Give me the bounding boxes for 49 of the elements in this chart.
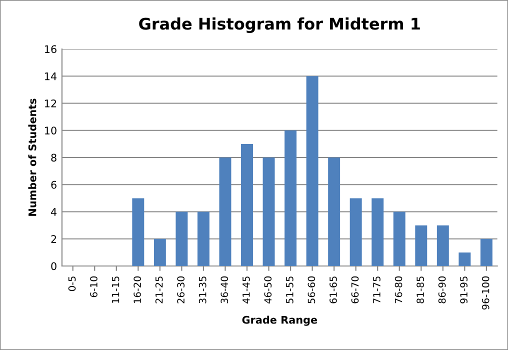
y-tick-label: 8 xyxy=(51,154,56,162)
bar xyxy=(372,198,384,266)
x-tick-label: 66-70 xyxy=(351,276,359,304)
x-tick-label: 6-10 xyxy=(90,276,98,298)
x-tick-label: 16-20 xyxy=(134,276,141,303)
x-tick-label: 91-95 xyxy=(460,276,468,304)
x-tick-label: 26-30 xyxy=(177,276,185,304)
bar xyxy=(436,225,449,266)
y-axis-title: Number of Students xyxy=(28,98,36,216)
bar xyxy=(458,252,471,266)
x-tick-label: 0-5 xyxy=(68,276,76,291)
y-tick-label: 6 xyxy=(51,180,56,189)
bar xyxy=(132,198,144,266)
x-tick-label: 76-80 xyxy=(394,276,402,304)
bar xyxy=(393,212,406,266)
x-tick-label: 46-50 xyxy=(264,276,272,304)
x-tick-label: 86-90 xyxy=(438,276,446,304)
x-tick-label: 61-65 xyxy=(330,276,337,304)
bar xyxy=(328,158,340,266)
x-tick-label: 31-35 xyxy=(198,276,206,304)
x-tick-label: 36-40 xyxy=(220,276,228,304)
bar xyxy=(219,158,232,266)
bar xyxy=(480,238,492,266)
bar xyxy=(415,225,428,266)
y-tick-label: 10 xyxy=(45,126,56,134)
bar xyxy=(197,212,210,266)
y-tick-label: 0 xyxy=(51,262,56,270)
bar xyxy=(262,158,275,266)
y-tick-label: 12 xyxy=(45,99,56,108)
x-tick-label: 41-45 xyxy=(242,276,250,304)
bar xyxy=(350,198,362,266)
chart-title: Grade Histogram for Midterm 1 xyxy=(139,17,420,33)
bar xyxy=(176,212,188,266)
bar xyxy=(284,130,297,266)
x-tick-label: 56-60 xyxy=(308,276,316,304)
x-tick-label: 71-75 xyxy=(373,276,380,304)
bar xyxy=(241,144,253,266)
bar xyxy=(306,76,318,266)
y-tick-label: 4 xyxy=(50,208,57,216)
x-tick-label: 51-55 xyxy=(286,276,294,304)
y-tick-label: 14 xyxy=(45,72,57,80)
x-axis-title: Grade Range xyxy=(242,316,318,326)
y-tick-label: 2 xyxy=(51,235,56,243)
x-tick-label: 81-85 xyxy=(416,276,424,304)
bar xyxy=(154,238,166,266)
x-tick-label: 11-15 xyxy=(112,276,120,303)
x-tick-label: 21-25 xyxy=(155,276,163,304)
x-tick-label: 96-100 xyxy=(482,276,490,310)
y-tick-label: 16 xyxy=(45,45,56,54)
